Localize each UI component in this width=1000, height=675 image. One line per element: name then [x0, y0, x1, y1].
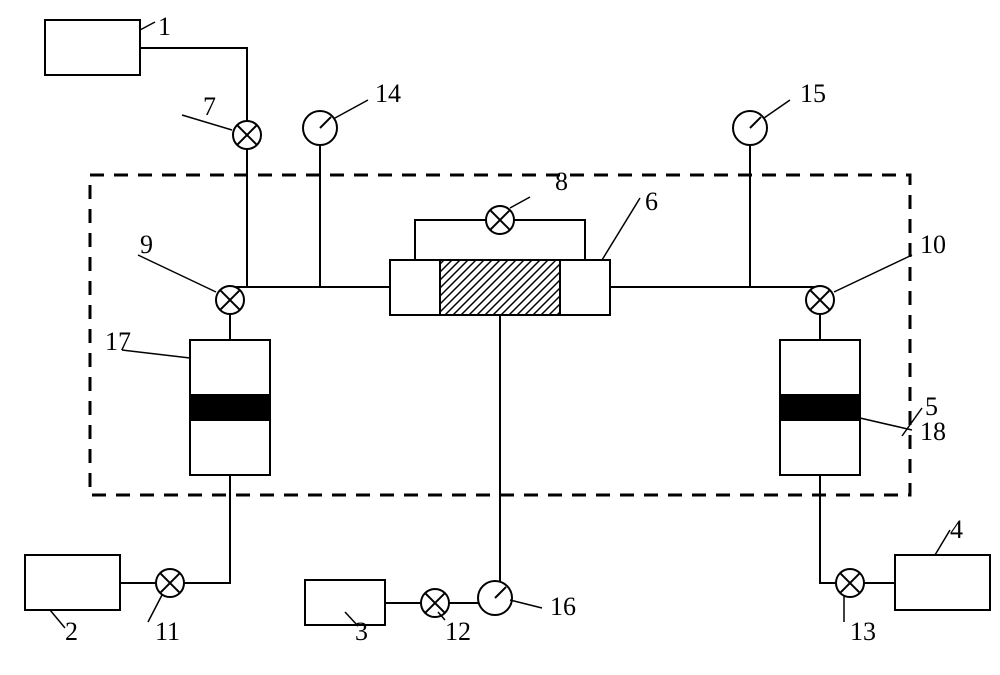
label-7: 7 [203, 92, 216, 121]
leader-ld8 [510, 197, 530, 208]
label-8: 8 [555, 167, 568, 196]
label-16: 16 [550, 592, 576, 621]
leader-ld17 [122, 350, 190, 358]
label-9: 9 [140, 230, 153, 259]
piston-band-17 [190, 395, 270, 420]
label-13: 13 [850, 617, 876, 646]
label-2: 2 [65, 617, 78, 646]
component-box-1 [45, 20, 140, 75]
component-box-4 [895, 555, 990, 610]
label-18: 18 [920, 417, 946, 446]
leader-ld18 [860, 418, 912, 430]
leader-ld6 [602, 198, 640, 260]
label-11: 11 [155, 617, 180, 646]
leader-ld1 [140, 22, 155, 30]
piston-band-18 [780, 395, 860, 420]
leader-ld2 [50, 610, 65, 628]
label-1: 1 [158, 12, 171, 41]
label-4: 4 [950, 515, 963, 544]
label-10: 10 [920, 230, 946, 259]
leader-ld4 [935, 530, 950, 555]
pipe-p_v8_bridge_r [514, 220, 585, 260]
label-6: 6 [645, 187, 658, 216]
label-12: 12 [445, 617, 471, 646]
leader-ld16 [510, 600, 542, 608]
label-3: 3 [355, 617, 368, 646]
schematic-diagram: 123456789101112131415161718 [0, 0, 1000, 675]
leader-ld14 [335, 100, 368, 118]
pipe-p_centre_down [500, 315, 509, 603]
leader-ld10 [834, 255, 912, 292]
pipe-p_p18_b [820, 475, 864, 583]
leader-ld5 [902, 408, 922, 436]
central-assembly-6-core [440, 260, 560, 315]
label-15: 15 [800, 79, 826, 108]
pipe-p_v8_bridge_l [415, 220, 486, 260]
leader-ld9 [138, 255, 216, 292]
component-box-2 [25, 555, 120, 610]
component-box-3 [305, 580, 385, 625]
pipe-p_b1_v7 [140, 48, 247, 121]
pipe-p_p17_b [184, 475, 230, 583]
label-17: 17 [105, 327, 131, 356]
leader-ld15 [764, 100, 790, 118]
label-14: 14 [375, 79, 401, 108]
